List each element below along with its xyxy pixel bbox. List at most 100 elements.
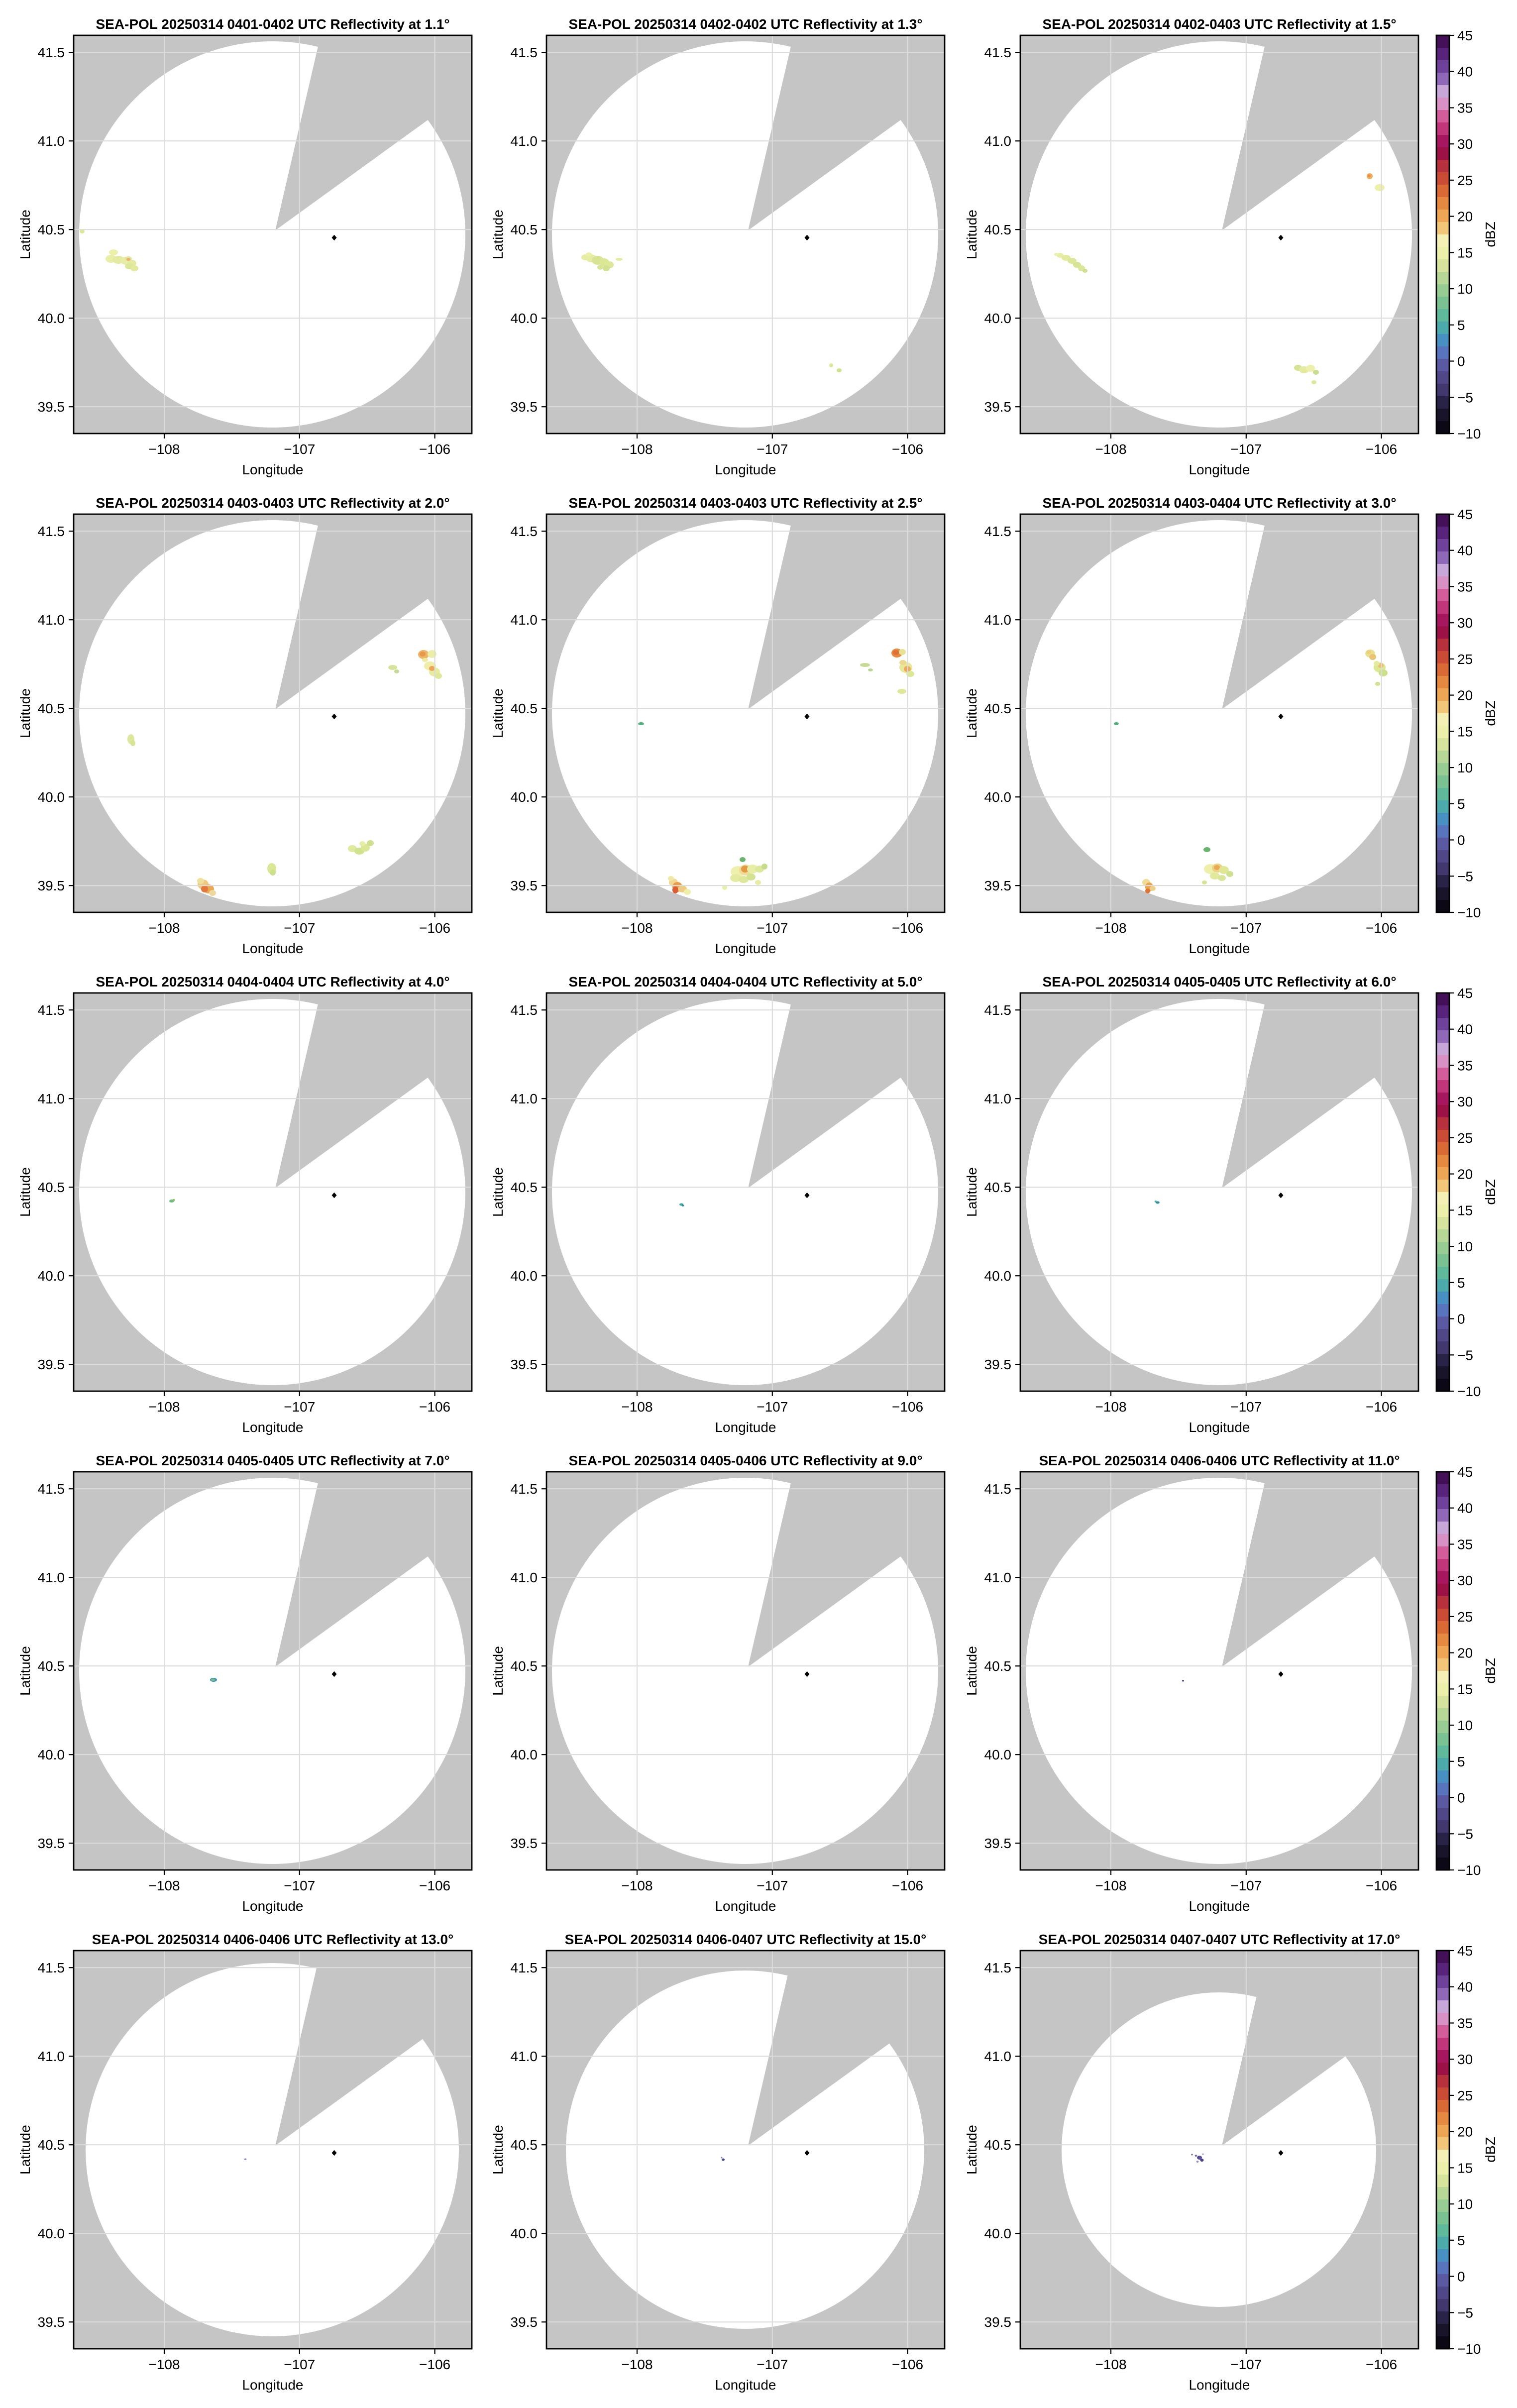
svg-text:39.5: 39.5 [511, 2314, 538, 2330]
svg-text:40.0: 40.0 [984, 2226, 1012, 2241]
svg-text:dBZ: dBZ [1483, 700, 1498, 726]
svg-text:−108: −108 [148, 920, 180, 936]
svg-text:−106: −106 [1366, 920, 1397, 936]
svg-text:−108: −108 [1095, 2357, 1126, 2372]
svg-text:39.5: 39.5 [511, 1357, 538, 1372]
svg-text:39.5: 39.5 [38, 399, 65, 415]
svg-text:41.5: 41.5 [984, 524, 1012, 539]
svg-text:Latitude: Latitude [490, 688, 506, 738]
svg-text:40.5: 40.5 [511, 2137, 538, 2153]
svg-text:45: 45 [1457, 1943, 1473, 1959]
svg-text:41.5: 41.5 [511, 1960, 538, 1975]
svg-text:45: 45 [1457, 985, 1473, 1001]
svg-text:20: 20 [1457, 1645, 1473, 1661]
svg-text:41.0: 41.0 [511, 1570, 538, 1585]
svg-text:Longitude: Longitude [1189, 2377, 1250, 2393]
svg-text:−106: −106 [892, 1878, 923, 1893]
svg-text:10: 10 [1457, 1239, 1473, 1254]
svg-text:41.5: 41.5 [511, 1002, 538, 1018]
svg-text:40: 40 [1457, 1022, 1473, 1037]
svg-text:41.0: 41.0 [38, 2049, 65, 2064]
svg-text:40.0: 40.0 [984, 311, 1012, 326]
svg-text:−107: −107 [284, 1878, 315, 1893]
svg-text:41.5: 41.5 [38, 1002, 65, 1018]
svg-text:−108: −108 [148, 1399, 180, 1415]
svg-text:Latitude: Latitude [490, 210, 506, 259]
svg-text:−107: −107 [1230, 1399, 1262, 1415]
svg-text:40.0: 40.0 [38, 311, 65, 326]
svg-text:−108: −108 [1095, 1399, 1126, 1415]
svg-text:Longitude: Longitude [715, 2377, 776, 2393]
svg-text:41.5: 41.5 [38, 524, 65, 539]
svg-text:−106: −106 [419, 920, 450, 936]
svg-text:39.5: 39.5 [984, 2314, 1012, 2330]
svg-text:Latitude: Latitude [17, 688, 33, 738]
svg-text:Latitude: Latitude [964, 1646, 979, 1696]
svg-text:SEA-POL 20250314 0405-0405 UTC: SEA-POL 20250314 0405-0405 UTC Reflectiv… [96, 1453, 449, 1468]
svg-text:−106: −106 [419, 2357, 450, 2372]
svg-text:15: 15 [1457, 724, 1473, 739]
svg-text:Longitude: Longitude [1189, 462, 1250, 477]
svg-text:40.0: 40.0 [511, 789, 538, 805]
svg-text:0: 0 [1457, 833, 1465, 848]
svg-text:39.5: 39.5 [984, 399, 1012, 415]
svg-text:−108: −108 [148, 441, 180, 457]
svg-text:Latitude: Latitude [17, 1646, 33, 1696]
svg-text:40.5: 40.5 [511, 1180, 538, 1195]
svg-text:Latitude: Latitude [17, 210, 33, 259]
svg-text:−106: −106 [892, 920, 923, 936]
svg-text:40.0: 40.0 [511, 1747, 538, 1762]
svg-text:SEA-POL 20250314 0402-0402 UTC: SEA-POL 20250314 0402-0402 UTC Reflectiv… [568, 16, 922, 32]
svg-text:−108: −108 [621, 1399, 652, 1415]
svg-text:41.0: 41.0 [511, 1091, 538, 1106]
svg-text:25: 25 [1457, 1130, 1473, 1146]
svg-text:10: 10 [1457, 2196, 1473, 2212]
svg-text:−106: −106 [892, 2357, 923, 2372]
svg-text:40.0: 40.0 [511, 311, 538, 326]
svg-text:40.5: 40.5 [38, 1180, 65, 1195]
svg-text:dBZ: dBZ [1483, 1658, 1498, 1683]
svg-text:Latitude: Latitude [490, 1167, 506, 1217]
svg-text:−107: −107 [757, 1399, 788, 1415]
svg-text:39.5: 39.5 [511, 878, 538, 893]
svg-text:40.0: 40.0 [511, 1268, 538, 1284]
svg-text:45: 45 [1457, 507, 1473, 522]
svg-text:−107: −107 [757, 2357, 788, 2372]
svg-text:39.5: 39.5 [38, 2314, 65, 2330]
svg-text:Latitude: Latitude [964, 1167, 979, 1217]
svg-text:30: 30 [1457, 136, 1473, 152]
svg-text:dBZ: dBZ [1483, 2137, 1498, 2162]
svg-text:5: 5 [1457, 318, 1465, 333]
svg-text:41.0: 41.0 [38, 1091, 65, 1106]
svg-text:−5: −5 [1457, 1826, 1473, 1842]
svg-text:Longitude: Longitude [242, 1898, 303, 1914]
svg-text:41.0: 41.0 [38, 133, 65, 149]
svg-text:40.5: 40.5 [511, 701, 538, 716]
svg-text:39.5: 39.5 [984, 1357, 1012, 1372]
svg-text:20: 20 [1457, 1167, 1473, 1182]
svg-text:40: 40 [1457, 1979, 1473, 1995]
svg-text:40.5: 40.5 [984, 701, 1012, 716]
svg-text:41.5: 41.5 [984, 1481, 1012, 1497]
svg-text:40.5: 40.5 [38, 222, 65, 237]
svg-text:30: 30 [1457, 1094, 1473, 1109]
svg-text:−5: −5 [1457, 390, 1473, 405]
svg-text:40.5: 40.5 [38, 701, 65, 716]
svg-text:5: 5 [1457, 796, 1465, 812]
svg-text:Longitude: Longitude [1189, 1898, 1250, 1914]
svg-text:41.5: 41.5 [511, 45, 538, 60]
svg-text:15: 15 [1457, 1681, 1473, 1697]
svg-text:40.0: 40.0 [511, 2226, 538, 2241]
svg-text:39.5: 39.5 [511, 399, 538, 415]
svg-text:20: 20 [1457, 209, 1473, 224]
svg-text:−107: −107 [757, 441, 788, 457]
svg-text:Longitude: Longitude [242, 462, 303, 477]
svg-text:40.0: 40.0 [38, 789, 65, 805]
svg-text:10: 10 [1457, 281, 1473, 297]
svg-text:−108: −108 [621, 1878, 652, 1893]
svg-text:45: 45 [1457, 28, 1473, 43]
svg-text:0: 0 [1457, 1312, 1465, 1327]
svg-text:5: 5 [1457, 2233, 1465, 2248]
svg-text:41.0: 41.0 [984, 1570, 1012, 1585]
svg-text:Latitude: Latitude [490, 1646, 506, 1696]
